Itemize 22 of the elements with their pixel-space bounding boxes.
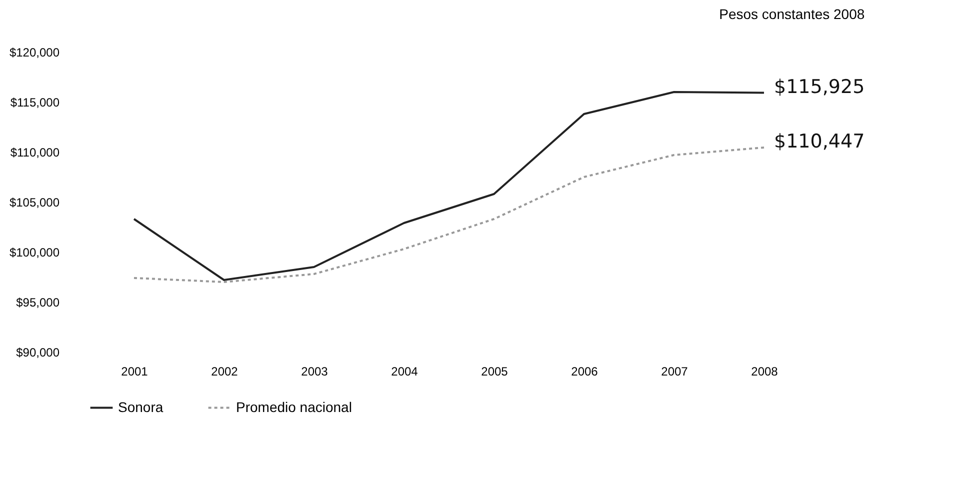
line-series (133, 91, 765, 281)
line-series (133, 146, 765, 283)
x-tick-label: 2003 (301, 364, 328, 378)
data-label: $115,925 (774, 76, 865, 98)
y-tick-label: $95,000 (16, 296, 60, 310)
y-tick-label: $105,000 (9, 196, 60, 210)
legend-label: Promedio nacional (236, 398, 352, 415)
y-tick-label: $100,000 (9, 246, 60, 260)
y-tick-label: $115,000 (10, 96, 60, 110)
x-tick-label: 2004 (391, 364, 418, 378)
x-tick-label: 2002 (211, 364, 238, 378)
y-tick-label: $120,000 (9, 46, 60, 60)
y-tick-label: $110,000 (10, 146, 60, 160)
legend-label: Sonora (118, 398, 164, 415)
x-tick-label: 2008 (751, 364, 778, 378)
data-label: $110,447 (774, 130, 865, 153)
x-tick-label: 2006 (571, 364, 598, 378)
x-tick-label: 2005 (481, 364, 508, 378)
x-tick-label: 2001 (121, 364, 148, 378)
text: Pesos constantes 2008 (719, 6, 865, 22)
y-tick-label: $90,000 (16, 346, 60, 360)
x-tick-label: 2007 (661, 364, 688, 378)
